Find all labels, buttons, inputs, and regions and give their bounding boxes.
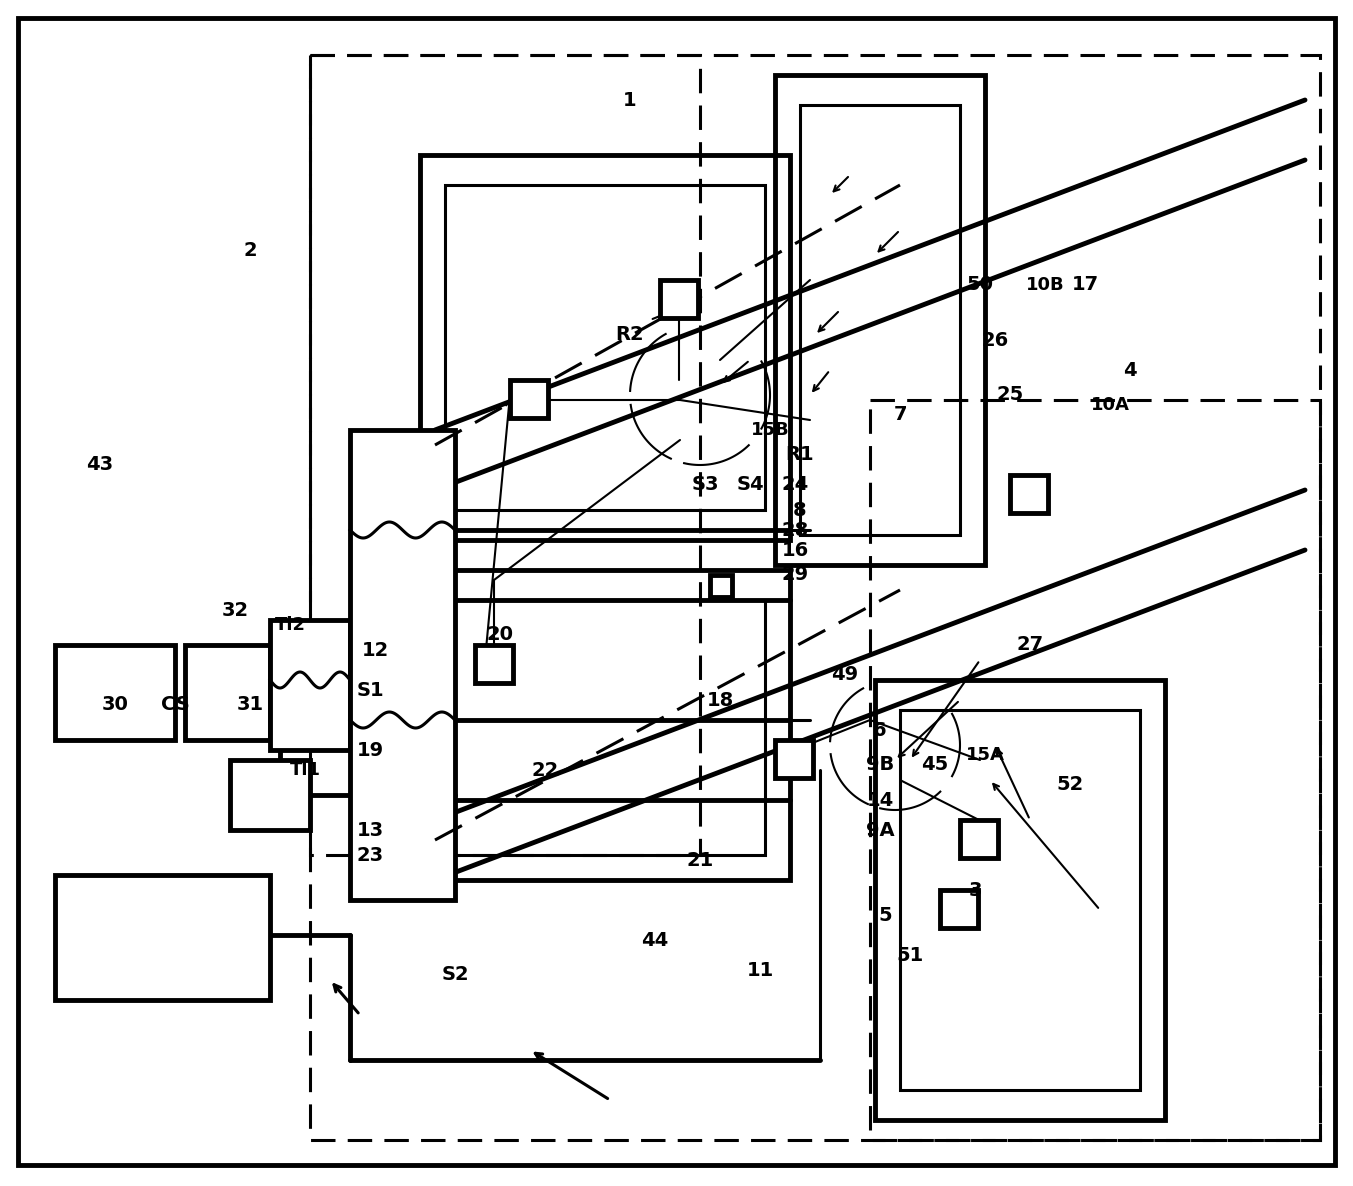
Text: 28: 28 xyxy=(782,521,809,540)
Bar xyxy=(510,380,548,417)
Text: 22: 22 xyxy=(532,760,559,779)
Text: S4: S4 xyxy=(736,476,764,495)
Bar xyxy=(310,55,700,855)
Text: 27: 27 xyxy=(1016,636,1043,655)
Text: 20: 20 xyxy=(487,625,514,644)
Text: 26: 26 xyxy=(981,331,1008,350)
Text: 24: 24 xyxy=(782,476,809,495)
Text: Tl2: Tl2 xyxy=(275,616,306,635)
Text: 5: 5 xyxy=(878,905,892,925)
Bar xyxy=(775,75,985,565)
Text: 18: 18 xyxy=(706,690,733,709)
Text: 50: 50 xyxy=(966,275,993,294)
Text: 15A: 15A xyxy=(966,746,1004,764)
Text: 14: 14 xyxy=(866,791,893,810)
Text: 21: 21 xyxy=(686,850,713,869)
Bar xyxy=(185,645,271,740)
Bar xyxy=(310,55,1321,1140)
Text: 2: 2 xyxy=(244,241,257,260)
Bar xyxy=(660,280,698,318)
Text: 52: 52 xyxy=(1057,776,1084,795)
Text: 51: 51 xyxy=(897,945,924,964)
Text: 3: 3 xyxy=(969,880,982,899)
Text: S3: S3 xyxy=(691,476,718,495)
Text: 43: 43 xyxy=(87,455,114,474)
Bar xyxy=(961,820,999,857)
Text: 15B: 15B xyxy=(751,421,789,439)
Text: 25: 25 xyxy=(996,385,1024,404)
Text: 49: 49 xyxy=(832,665,859,684)
Text: 23: 23 xyxy=(356,846,383,865)
Text: 17: 17 xyxy=(1072,275,1099,294)
Text: 29: 29 xyxy=(782,566,809,585)
Text: 10A: 10A xyxy=(1091,396,1130,414)
Bar xyxy=(350,431,455,900)
Bar xyxy=(870,400,1321,1140)
Text: 45: 45 xyxy=(921,755,948,774)
Text: 1: 1 xyxy=(624,90,637,109)
Text: 10B: 10B xyxy=(1026,276,1065,294)
Text: 6: 6 xyxy=(873,721,886,740)
Text: 16: 16 xyxy=(782,541,809,560)
Text: 30: 30 xyxy=(101,695,129,714)
Text: CS: CS xyxy=(161,695,189,714)
Text: 31: 31 xyxy=(237,695,264,714)
Bar xyxy=(1009,476,1049,514)
Bar xyxy=(55,645,175,740)
Bar xyxy=(800,106,961,535)
Bar xyxy=(710,575,732,597)
Text: 44: 44 xyxy=(641,931,668,950)
Text: 19: 19 xyxy=(356,740,383,759)
Text: 12: 12 xyxy=(361,640,388,659)
Bar xyxy=(940,890,978,927)
Text: 32: 32 xyxy=(222,600,249,619)
Bar xyxy=(775,740,813,778)
Bar xyxy=(875,680,1165,1120)
Text: R1: R1 xyxy=(786,446,815,465)
Bar xyxy=(900,710,1141,1090)
Text: 4: 4 xyxy=(1123,361,1137,380)
Text: 8: 8 xyxy=(793,500,806,519)
Text: 9A: 9A xyxy=(866,821,894,840)
Text: 7: 7 xyxy=(893,406,907,425)
Bar xyxy=(475,645,513,683)
Text: 13: 13 xyxy=(356,821,383,840)
Text: 11: 11 xyxy=(747,961,774,980)
Bar xyxy=(55,875,271,1000)
Text: Tl1: Tl1 xyxy=(290,761,321,779)
Text: 9B: 9B xyxy=(866,755,894,774)
Text: R2: R2 xyxy=(616,325,644,344)
Text: S1: S1 xyxy=(356,681,384,700)
Bar xyxy=(230,760,310,830)
Bar xyxy=(271,620,350,750)
Text: S2: S2 xyxy=(441,965,468,984)
